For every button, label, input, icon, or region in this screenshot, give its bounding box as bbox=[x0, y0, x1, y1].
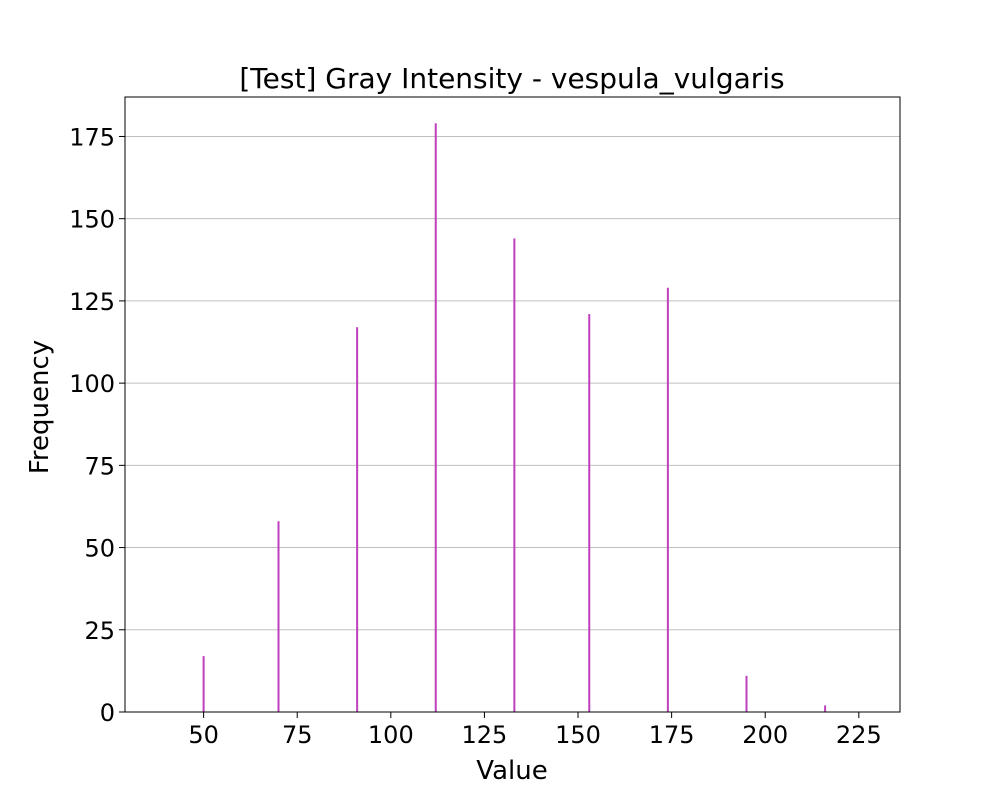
y-tick-label: 175 bbox=[69, 123, 115, 151]
bar bbox=[824, 705, 827, 712]
x-tick-label: 150 bbox=[555, 721, 601, 749]
y-tick-label: 150 bbox=[69, 206, 115, 234]
x-tick-label: 75 bbox=[282, 721, 313, 749]
bar bbox=[666, 287, 669, 712]
bar bbox=[356, 327, 359, 712]
x-tick-label: 50 bbox=[188, 721, 219, 749]
bar bbox=[202, 656, 205, 712]
grid-lines bbox=[125, 135, 900, 631]
plot-frame bbox=[124, 96, 901, 713]
x-tick-label: 225 bbox=[836, 721, 882, 749]
y-tick-label: 25 bbox=[84, 617, 115, 645]
y-tick-label: 50 bbox=[84, 535, 115, 563]
y-tick-label: 100 bbox=[69, 370, 115, 398]
bar bbox=[513, 238, 516, 712]
bar bbox=[588, 314, 591, 712]
x-axis-ticks: 50 75 100 125 150 175 200 225 bbox=[188, 712, 882, 749]
x-tick-label: 175 bbox=[649, 721, 695, 749]
y-axis-label: Frequency bbox=[25, 340, 55, 474]
bar bbox=[277, 521, 280, 712]
bars bbox=[202, 123, 827, 712]
bar bbox=[745, 675, 748, 712]
y-tick-label: 125 bbox=[69, 288, 115, 316]
bar bbox=[434, 123, 437, 712]
x-axis-label: Value bbox=[476, 756, 547, 786]
chart-title: [Test] Gray Intensity - vespula_vulgaris bbox=[239, 62, 784, 95]
x-tick-label: 200 bbox=[742, 721, 788, 749]
x-tick-label: 100 bbox=[368, 721, 414, 749]
x-tick-label: 125 bbox=[462, 721, 508, 749]
y-axis-ticks: 0 25 50 75 100 125 150 175 bbox=[69, 123, 125, 727]
y-tick-label: 75 bbox=[84, 452, 115, 480]
y-tick-label: 0 bbox=[100, 699, 115, 727]
